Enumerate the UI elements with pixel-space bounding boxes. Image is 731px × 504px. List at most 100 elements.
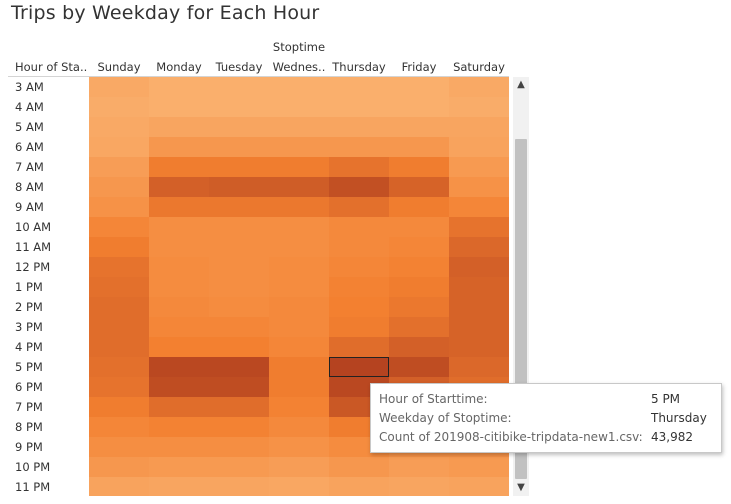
row-label[interactable]: 5 PM [15, 360, 43, 374]
heatmap-cell[interactable] [449, 237, 509, 257]
heatmap-cell[interactable] [209, 437, 269, 457]
heatmap-cell[interactable] [89, 397, 149, 417]
heatmap-cell[interactable] [209, 457, 269, 477]
heatmap-cell[interactable] [89, 217, 149, 237]
heatmap-cell[interactable] [89, 157, 149, 177]
heatmap-cell[interactable] [269, 257, 329, 277]
heatmap-cell[interactable] [209, 397, 269, 417]
heatmap-cell[interactable] [149, 417, 209, 437]
row-header-label[interactable]: Hour of Sta.. [15, 60, 88, 74]
heatmap-cell[interactable] [329, 317, 389, 337]
heatmap-cell[interactable] [449, 217, 509, 237]
row-label[interactable]: 8 PM [15, 420, 43, 434]
heatmap-cell[interactable] [269, 117, 329, 137]
heatmap-cell[interactable] [149, 177, 209, 197]
column-label[interactable]: Monday [156, 60, 202, 74]
heatmap-cell[interactable] [389, 477, 449, 496]
heatmap-cell[interactable] [449, 197, 509, 217]
row-label[interactable]: 6 PM [15, 380, 43, 394]
heatmap-cell[interactable] [209, 217, 269, 237]
heatmap-cell[interactable] [389, 277, 449, 297]
row-label[interactable]: 9 PM [15, 440, 43, 454]
row-label[interactable]: 2 PM [15, 300, 43, 314]
row-label[interactable]: 11 PM [15, 480, 51, 494]
heatmap-cell[interactable] [389, 177, 449, 197]
row-label[interactable]: 9 AM [15, 200, 44, 214]
heatmap-cell[interactable] [329, 177, 389, 197]
heatmap-cell[interactable] [389, 137, 449, 157]
heatmap-cell[interactable] [389, 457, 449, 477]
row-label[interactable]: 12 PM [15, 260, 51, 274]
column-label[interactable]: Friday [401, 60, 437, 74]
heatmap-cell[interactable] [89, 317, 149, 337]
scroll-down-icon[interactable]: ▼ [517, 482, 525, 493]
heatmap-cell[interactable] [329, 117, 389, 137]
heatmap-cell[interactable] [449, 117, 509, 137]
heatmap-cell[interactable] [329, 457, 389, 477]
column-label[interactable]: Wednes.. [272, 60, 326, 74]
heatmap-cell[interactable] [209, 357, 269, 377]
heatmap-cell[interactable] [89, 417, 149, 437]
heatmap-cell[interactable] [209, 237, 269, 257]
heatmap-cell[interactable] [269, 137, 329, 157]
row-label[interactable]: 3 AM [15, 80, 44, 94]
heatmap-cell[interactable] [449, 77, 509, 97]
heatmap-cell[interactable] [329, 257, 389, 277]
heatmap-cell[interactable] [449, 457, 509, 477]
heatmap-cell[interactable] [149, 197, 209, 217]
heatmap-cell[interactable] [209, 257, 269, 277]
heatmap-cell[interactable] [149, 137, 209, 157]
heatmap-cell[interactable] [89, 477, 149, 496]
heatmap-cell[interactable] [329, 277, 389, 297]
heatmap-cell[interactable] [449, 317, 509, 337]
heatmap-cell[interactable] [89, 257, 149, 277]
heatmap-cell[interactable] [89, 437, 149, 457]
heatmap-cell[interactable] [149, 297, 209, 317]
heatmap-cell[interactable] [149, 377, 209, 397]
heatmap-cell[interactable] [269, 77, 329, 97]
heatmap-cell[interactable] [449, 337, 509, 357]
heatmap-cell[interactable] [389, 197, 449, 217]
heatmap-cell[interactable] [149, 477, 209, 496]
heatmap-cell[interactable] [149, 217, 209, 237]
heatmap-cell[interactable] [389, 297, 449, 317]
heatmap-cell[interactable] [269, 217, 329, 237]
heatmap-cell[interactable] [269, 197, 329, 217]
heatmap-cell[interactable] [389, 157, 449, 177]
row-label[interactable]: 8 AM [15, 180, 44, 194]
heatmap-cell[interactable] [89, 77, 149, 97]
heatmap-cell[interactable] [389, 357, 449, 377]
heatmap-cell[interactable] [89, 97, 149, 117]
heatmap-cell[interactable] [149, 97, 209, 117]
heatmap-cell[interactable] [269, 437, 329, 457]
heatmap-cell[interactable] [269, 397, 329, 417]
heatmap-cell[interactable] [449, 297, 509, 317]
heatmap-cell[interactable] [329, 337, 389, 357]
heatmap-cell[interactable] [329, 217, 389, 237]
heatmap-cell[interactable] [149, 257, 209, 277]
heatmap-cell[interactable] [449, 137, 509, 157]
heatmap-cell[interactable] [449, 357, 509, 377]
row-label[interactable]: 5 AM [15, 120, 44, 134]
heatmap-cell[interactable] [89, 457, 149, 477]
heatmap-cell[interactable] [89, 377, 149, 397]
heatmap-cell[interactable] [389, 77, 449, 97]
heatmap-cell[interactable] [149, 317, 209, 337]
heatmap-cell[interactable] [209, 117, 269, 137]
heatmap[interactable] [89, 77, 509, 496]
heatmap-cell[interactable] [209, 277, 269, 297]
heatmap-cell[interactable] [89, 197, 149, 217]
row-label[interactable]: 3 PM [15, 320, 43, 334]
heatmap-cell[interactable] [209, 477, 269, 496]
row-label[interactable]: 6 AM [15, 140, 44, 154]
row-label[interactable]: 7 PM [15, 400, 43, 414]
heatmap-cell[interactable] [89, 117, 149, 137]
row-label[interactable]: 4 AM [15, 100, 44, 114]
heatmap-cell[interactable] [329, 297, 389, 317]
heatmap-cell[interactable] [329, 137, 389, 157]
heatmap-cell[interactable] [89, 357, 149, 377]
column-label[interactable]: Sunday [97, 60, 141, 74]
scroll-up-icon[interactable]: ▲ [517, 79, 525, 90]
heatmap-cell[interactable] [209, 317, 269, 337]
heatmap-cell[interactable] [389, 337, 449, 357]
